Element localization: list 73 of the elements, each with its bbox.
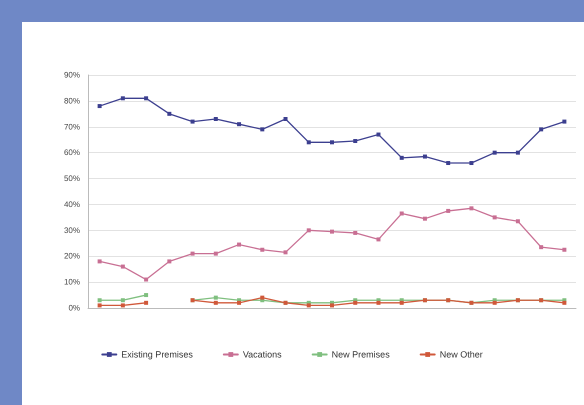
point [144, 293, 148, 298]
point [144, 96, 148, 100]
point [306, 140, 311, 144]
point [237, 242, 242, 247]
point [562, 248, 566, 252]
point [353, 300, 358, 305]
point [120, 264, 125, 269]
point [190, 252, 195, 256]
point [120, 298, 125, 302]
legend-label: Vacations [242, 350, 282, 360]
y-tick-label: 60% [64, 148, 80, 158]
point [516, 219, 520, 224]
point [422, 216, 427, 221]
point [190, 120, 195, 124]
y-tick-label: 70% [64, 122, 80, 132]
point [306, 303, 311, 308]
point [400, 300, 404, 305]
y-tick-label: 80% [64, 96, 80, 106]
point [562, 120, 566, 124]
point [120, 96, 125, 100]
point [330, 230, 334, 234]
legend-label: Existing Premises [121, 350, 194, 360]
point [446, 208, 450, 213]
point [376, 132, 380, 137]
point [214, 252, 218, 256]
point [469, 161, 474, 166]
point [214, 300, 218, 305]
legend-label: New Premises [332, 350, 390, 360]
point [400, 212, 404, 216]
point [492, 300, 497, 305]
legend-label: New Other [440, 350, 483, 360]
point [353, 230, 358, 235]
point [260, 296, 264, 300]
y-tick-label: 20% [64, 252, 80, 261]
point [422, 154, 427, 159]
point [260, 248, 264, 252]
point [214, 296, 218, 300]
point [260, 127, 264, 132]
point [306, 228, 311, 232]
point [539, 127, 544, 132]
point [492, 150, 497, 155]
point [237, 122, 242, 126]
point [167, 112, 172, 116]
point [144, 300, 148, 305]
y-tick-label: 90% [64, 70, 80, 80]
point [98, 104, 102, 108]
y-tick-label: 10% [64, 278, 80, 287]
point [98, 303, 102, 308]
point [237, 300, 242, 305]
point [539, 245, 544, 250]
point [330, 303, 334, 308]
point [284, 250, 288, 254]
y-tick-label: 0% [68, 304, 80, 312]
point [376, 300, 380, 305]
point [469, 206, 474, 210]
y-tick-label: 50% [64, 174, 80, 184]
point [400, 156, 404, 160]
point [284, 117, 288, 122]
point [330, 140, 334, 144]
point [120, 303, 125, 308]
point [98, 298, 102, 302]
point [562, 300, 566, 305]
point [98, 259, 102, 264]
point [144, 278, 148, 282]
point [214, 117, 218, 122]
point [353, 139, 358, 144]
point [376, 237, 380, 242]
y-tick-label: 30% [64, 226, 80, 235]
y-tick-label: 40% [64, 200, 80, 209]
point [167, 259, 172, 264]
point [492, 215, 497, 220]
point [446, 161, 450, 166]
point [516, 150, 520, 155]
